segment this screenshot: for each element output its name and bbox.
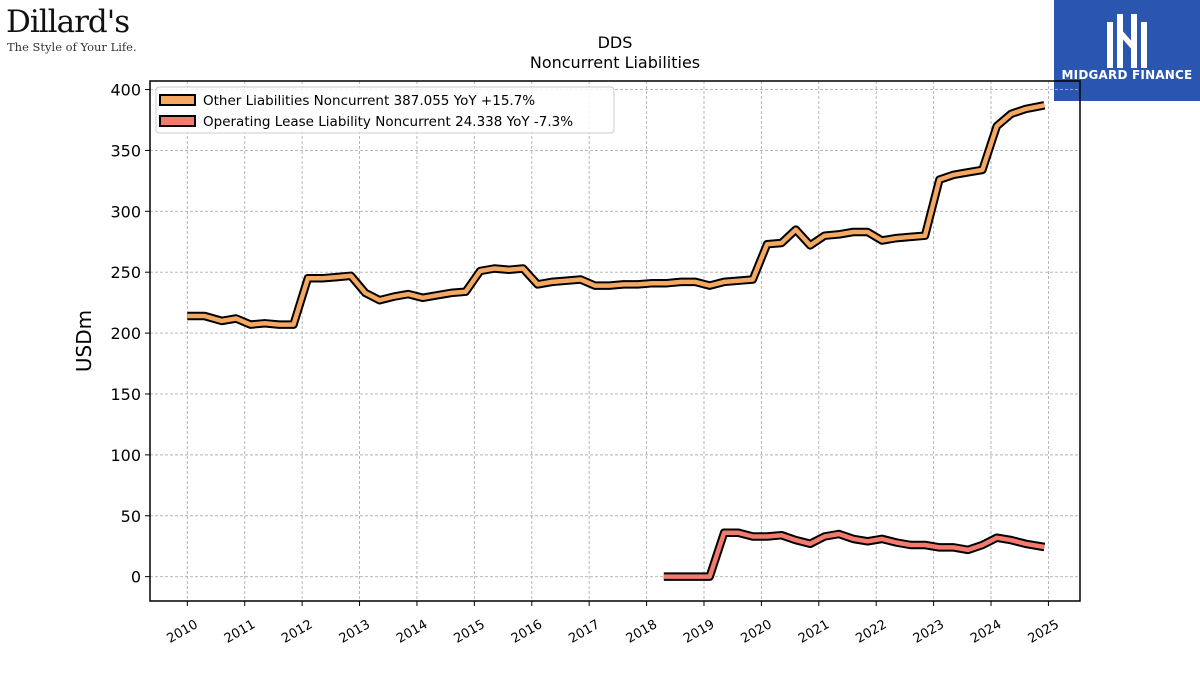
y-tick-label: 200 — [110, 324, 141, 343]
x-tick-label: 2022 — [853, 617, 889, 647]
x-tick-label: 2015 — [452, 617, 488, 647]
x-tick-label: 2019 — [681, 617, 717, 647]
series-lines — [187, 101, 1046, 581]
x-tick-label: 2012 — [279, 617, 315, 647]
series-1-outline — [187, 101, 1046, 329]
midgard-finance-logo: MIDGARD FINANCE — [1054, 0, 1200, 101]
x-tick-label: 2020 — [739, 617, 775, 647]
y-tick-label: 100 — [110, 446, 141, 465]
plot-frame — [149, 80, 1081, 602]
x-tick-label: 2023 — [911, 617, 947, 647]
dillards-logo: Dillard's The Style of Your Life. — [6, 4, 137, 56]
y-tick-label: 350 — [110, 141, 141, 160]
x-tick-label: 2025 — [1026, 617, 1062, 647]
y-tick-label: 50 — [121, 507, 141, 526]
series-2-line — [663, 530, 1045, 579]
dillards-logo-name: Dillard's — [6, 4, 130, 40]
midgard-monogram-icon — [1107, 14, 1147, 68]
legend-label-1: Other Liabilities Noncurrent 387.055 YoY… — [203, 93, 535, 109]
y-tick-label: 300 — [110, 202, 141, 221]
x-tick-label: 2018 — [624, 617, 660, 647]
x-tick-label: 2011 — [222, 617, 258, 647]
y-tick-label: 150 — [110, 385, 141, 404]
y-axis-ticks: 0 50 100 150 200 250 300 350 400 — [110, 81, 150, 587]
y-tick-label: 250 — [110, 263, 141, 282]
dillards-logo-tagline: The Style of Your Life. — [7, 40, 137, 54]
x-tick-label: 2016 — [509, 617, 545, 647]
legend-swatch-2 — [159, 115, 196, 127]
x-tick-label: 2010 — [164, 617, 200, 647]
x-tick-label: 2017 — [566, 617, 602, 647]
y-tick-label: 0 — [131, 568, 141, 587]
legend: Other Liabilities Noncurrent 387.055 YoY… — [155, 86, 615, 134]
x-tick-label: 2014 — [394, 617, 430, 647]
x-tick-label: 2021 — [796, 617, 832, 647]
chart-subtitle: Noncurrent Liabilities — [530, 53, 700, 72]
x-tick-label: 2024 — [968, 617, 1004, 647]
legend-swatch-1 — [159, 94, 196, 106]
chart-title: DDS — [598, 33, 633, 52]
legend-label-2: Operating Lease Liability Noncurrent 24.… — [203, 114, 573, 130]
y-tick-label: 400 — [110, 81, 141, 100]
x-tick-label: 2013 — [337, 617, 373, 647]
midgard-logo-text: MIDGARD FINANCE — [1061, 68, 1193, 82]
grid-lines — [150, 81, 1080, 601]
x-axis-ticks: 2010 2011 2012 2013 2014 2015 2016 2017 2018 2019… — [164, 601, 1062, 647]
legend-box — [155, 86, 615, 134]
y-axis-label: USDm — [72, 310, 96, 372]
series-1-line — [187, 103, 1045, 327]
